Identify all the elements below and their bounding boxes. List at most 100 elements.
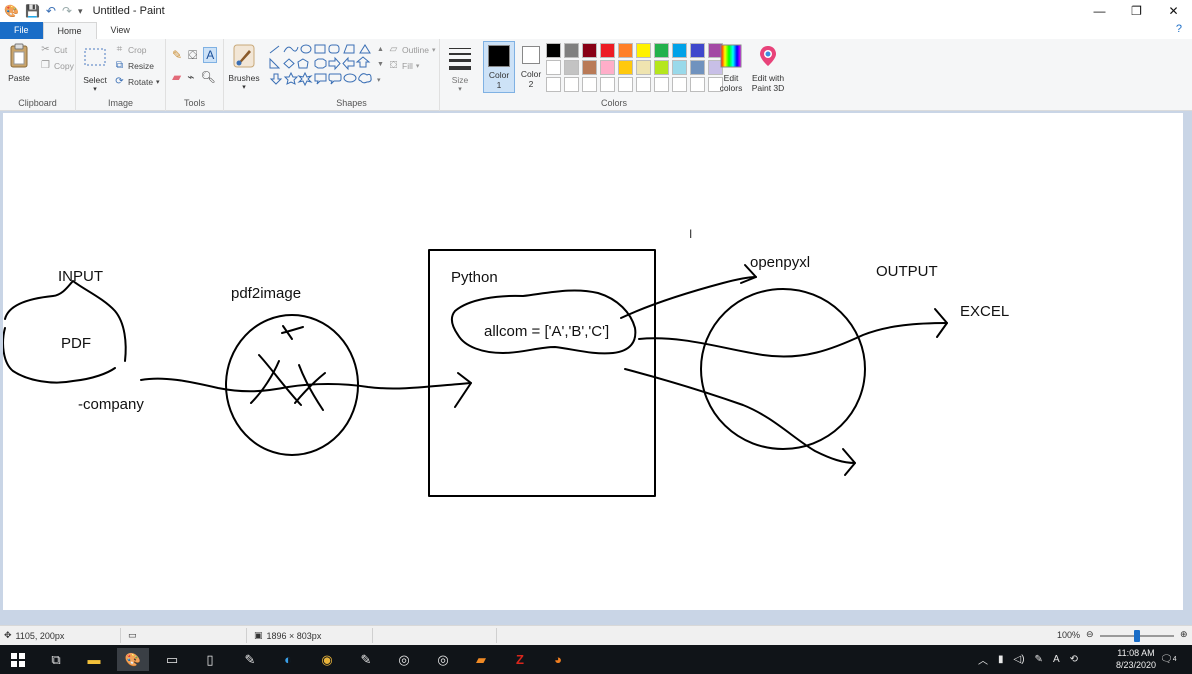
color-swatch[interactable] [564, 43, 579, 58]
color1-button[interactable]: Color 1 [483, 41, 515, 93]
microphone-icon[interactable]: ▮ [998, 654, 1004, 665]
openpyxl-arrow [620, 276, 757, 319]
tab-file[interactable]: File [0, 22, 43, 39]
color-swatch[interactable] [582, 60, 597, 75]
color-swatch[interactable] [690, 60, 705, 75]
color-swatch[interactable] [654, 60, 669, 75]
color-swatch[interactable] [618, 77, 633, 92]
zoom-slider[interactable] [1100, 630, 1174, 642]
chrome-icon[interactable]: ◉ [321, 651, 333, 667]
obs-icon[interactable]: ◎ [398, 651, 410, 667]
color-swatch[interactable] [618, 43, 633, 58]
output-label: OUTPUT [876, 263, 938, 280]
outline-icon: ▱ [389, 44, 398, 55]
zoom-slider-thumb[interactable] [1134, 630, 1140, 642]
firefox-icon[interactable]: ◕ [554, 652, 562, 667]
color-swatch[interactable] [600, 60, 615, 75]
color-swatch[interactable] [654, 43, 669, 58]
text-tool-icon[interactable]: A [203, 47, 218, 63]
color-swatch[interactable] [690, 43, 705, 58]
color1-swatch [488, 45, 510, 67]
color-swatch[interactable] [672, 77, 687, 92]
pencil-icon[interactable]: ✎ [172, 48, 183, 62]
image-group-label: Image [107, 98, 133, 108]
color-swatch[interactable] [690, 77, 705, 92]
color-swatch[interactable] [672, 60, 687, 75]
edit-colors-button[interactable]: Edit colors [716, 43, 746, 93]
language-icon[interactable]: A [1052, 654, 1060, 665]
outline-button[interactable]: ▱ Outline ▾ [389, 44, 436, 55]
openpyxl-label: openpyxl [750, 254, 811, 271]
sync-icon[interactable]: ⟲ [1069, 654, 1078, 665]
brushes-button[interactable]: Brushes ▾ [228, 43, 260, 93]
text-cursor-icon: I [689, 227, 693, 241]
zoom-out-button[interactable]: ⊖ [1086, 629, 1094, 639]
editor-icon[interactable]: ✎ [244, 651, 256, 667]
notepad-icon[interactable]: ▯ [206, 651, 214, 667]
drawing-canvas[interactable]: INPUT PDF -company pdf2image Python allc… [3, 113, 1183, 610]
select-button[interactable]: Select ▾ [80, 45, 110, 95]
close-button[interactable]: ✕ [1168, 4, 1179, 18]
color-swatch[interactable] [600, 77, 615, 92]
color-swatch[interactable] [636, 77, 651, 92]
resize-button[interactable]: ⧉ Resize [115, 60, 154, 71]
document-icon[interactable]: ✎ [360, 651, 372, 667]
paint-taskbar-icon[interactable]: 🎨 [117, 648, 149, 671]
customize-qat-icon[interactable]: ▾ [78, 5, 83, 16]
notification-center-icon[interactable]: 🗨︎ 4 [1160, 654, 1177, 665]
undo-icon[interactable]: ↶ [45, 4, 56, 18]
maximize-button[interactable]: ❐ [1131, 4, 1142, 18]
color2-button[interactable]: Color 2 [516, 44, 546, 89]
crop-button[interactable]: ⌗ Crop [114, 44, 147, 55]
volume-icon[interactable]: ◁) [1013, 654, 1025, 665]
eraser-icon[interactable]: ▰ [172, 70, 182, 84]
rotate-button[interactable]: ⟳ Rotate ▾ [115, 76, 160, 87]
tray-chevron-icon[interactable]: ︿ [978, 656, 988, 667]
pen-icon[interactable]: ✎ [1034, 654, 1043, 665]
fill-bucket-icon[interactable]: ⛋ [188, 47, 198, 62]
color-swatch[interactable] [708, 77, 723, 92]
shapes-group-label: Shapes [336, 98, 367, 108]
edge-icon[interactable]: ◐ [284, 652, 292, 667]
minimize-button[interactable]: — [1093, 4, 1106, 18]
color-swatch[interactable] [636, 60, 651, 75]
colors-group-label: Colors [600, 98, 627, 108]
color-swatch[interactable] [582, 77, 597, 92]
start-button[interactable] [2, 648, 34, 671]
color-swatch[interactable] [672, 43, 687, 58]
magnifier-icon[interactable]: 🔍︎ [200, 70, 216, 84]
filezilla-icon[interactable]: Z [516, 652, 524, 667]
obs-second-icon[interactable]: ◎ [437, 651, 449, 667]
color-swatch[interactable] [636, 43, 651, 58]
color-swatch[interactable] [546, 43, 561, 58]
zoom-in-button[interactable]: ⊕ [1180, 629, 1188, 639]
copy-button[interactable]: ❐ Copy [41, 60, 74, 71]
file-explorer-icon[interactable]: ▬ [87, 652, 101, 667]
cut-button[interactable]: ✂ Cut [41, 44, 68, 55]
tab-view[interactable]: View [110, 25, 130, 35]
color-swatch[interactable] [654, 77, 669, 92]
paint3d-button[interactable]: Edit with Paint 3D [750, 43, 786, 93]
terminal-icon[interactable]: ▭ [165, 651, 179, 667]
color-swatch[interactable] [600, 43, 615, 58]
task-view-icon[interactable]: ⧉ [51, 651, 61, 667]
size-button[interactable]: Size ▾ [444, 45, 476, 95]
color-picker-icon[interactable]: ⌁ [187, 70, 195, 84]
sublime-icon[interactable]: ▰ [476, 651, 486, 667]
paste-button[interactable]: Paste [4, 43, 34, 83]
redo-icon[interactable]: ↷ [61, 4, 73, 18]
pdf-blob [4, 280, 127, 362]
color-swatch[interactable] [564, 60, 579, 75]
color-swatch[interactable] [546, 77, 561, 92]
color-swatch[interactable] [546, 60, 561, 75]
save-icon[interactable]: 💾 [24, 4, 40, 18]
shapes-gallery[interactable]: ▲ ▼ ▾ [268, 44, 386, 88]
clock[interactable]: 11:08 AM 8/23/2020 [1116, 647, 1156, 671]
pdf-blob-bottom [3, 327, 116, 384]
fill-button[interactable]: ⛋ Fill ▾ [389, 60, 420, 71]
color-swatch[interactable] [582, 43, 597, 58]
help-icon[interactable]: ? [1175, 23, 1182, 35]
tab-home[interactable]: Home [42, 22, 97, 39]
color-swatch[interactable] [618, 60, 633, 75]
color-swatch[interactable] [564, 77, 579, 92]
